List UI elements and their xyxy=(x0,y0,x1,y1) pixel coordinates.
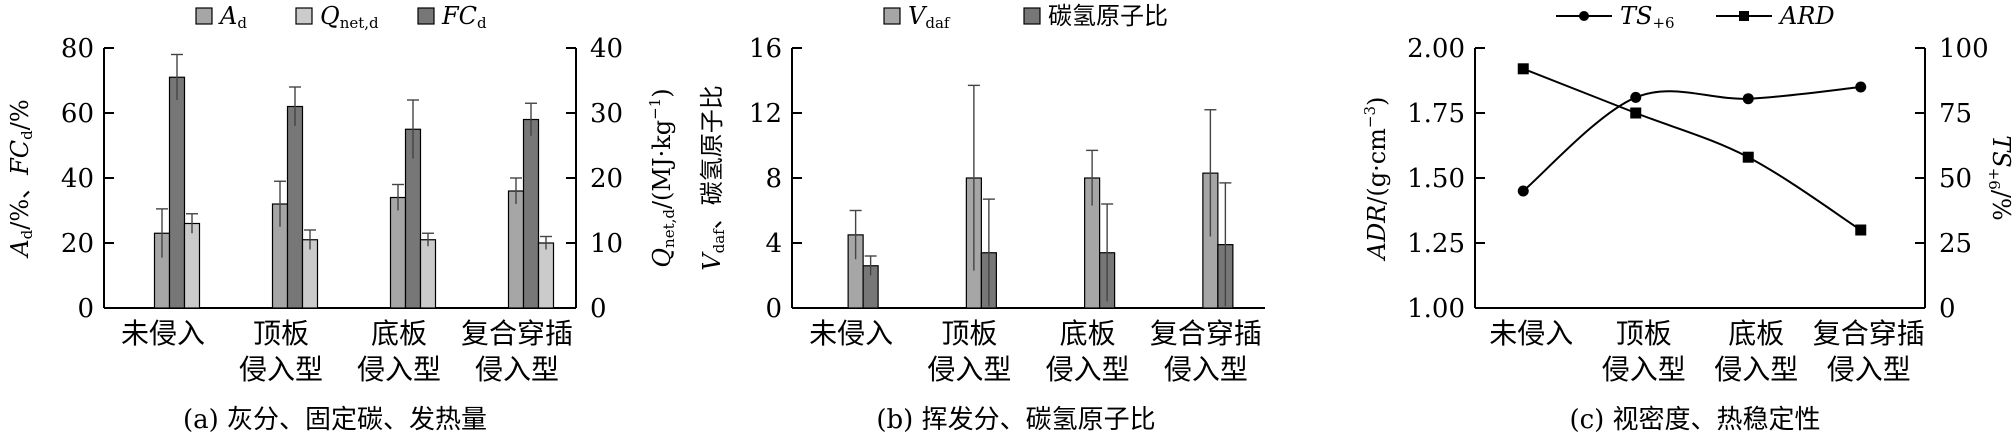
caption-a: (a) 灰分、固定碳、发热量 xyxy=(183,405,487,435)
a-left-tick-label-4: 80 xyxy=(61,34,94,64)
a-right-tick-label-4: 40 xyxy=(590,34,623,64)
a-category-label: 未侵入 xyxy=(121,317,205,350)
c-ard-point xyxy=(1517,63,1529,75)
panel-a: Ad Qnet,d FCd 0 20 40 60 80 0 10 20 30 40 未侵入 顶板侵… xyxy=(6,2,678,435)
caption-b: (b) 挥发分、碳氢原子比 xyxy=(876,405,1155,435)
b-left-tick-label-3: 12 xyxy=(749,99,782,129)
c-right-tick-label-4: 100 xyxy=(1939,34,1989,64)
c-right-tick-label-1: 25 xyxy=(1939,229,1972,259)
c-category-label: 顶板侵入型 xyxy=(1602,317,1686,386)
a-right-tick-label-2: 20 xyxy=(590,164,623,194)
ylabel-left-c: ADR/(g·cm−3) xyxy=(1361,97,1391,262)
c-ts-point xyxy=(1517,185,1529,197)
a-left-tick-label-1: 20 xyxy=(61,229,94,259)
c-left-tick-label-4: 2.00 xyxy=(1407,34,1465,64)
ylabel-left-a: Ad/%、FCd/% xyxy=(6,99,36,258)
c-ard-series-line xyxy=(1522,67,1862,231)
a-right-tick-label-1: 10 xyxy=(590,229,623,259)
panel-c: TS+6 ARD 1.00 1.25 1.50 1.75 2.00 0 25 50 75 100… xyxy=(1361,2,2014,435)
ylabel-right-a: Qnet,d/(MJ·kg−1) xyxy=(646,88,678,267)
ylabel-right-c: TS+6/% xyxy=(1985,135,2014,220)
c-left-tick-label-3: 1.75 xyxy=(1407,99,1465,129)
a-qnet-bar xyxy=(419,239,437,309)
a-ad-bar xyxy=(507,190,525,309)
a-category-label: 复合穿插侵入型 xyxy=(461,317,573,386)
c-ard-point xyxy=(1742,151,1754,163)
c-category-label: 复合穿插侵入型 xyxy=(1813,317,1925,386)
c-ts-point xyxy=(1630,91,1642,103)
a-category-label: 顶板侵入型 xyxy=(239,317,323,386)
a-left-tick-label-3: 60 xyxy=(61,99,94,129)
legend-marker-ts xyxy=(1579,11,1589,21)
c-ard-point xyxy=(1855,224,1867,236)
lines-c xyxy=(1517,63,1867,236)
c-ard-point xyxy=(1630,107,1642,119)
legend-label-ts: TS+6 xyxy=(1620,2,1675,32)
bars-a xyxy=(153,53,555,309)
a-fcd-bar xyxy=(522,118,540,309)
a-right-tick-label-0: 0 xyxy=(590,294,607,324)
b-category-label: 复合穿插侵入型 xyxy=(1150,317,1262,386)
legend-a: Ad Qnet,d FCd xyxy=(195,2,487,32)
legend-swatch-qnet xyxy=(295,7,313,25)
ylabel-b: Vdaf、碳氢原子比 xyxy=(698,85,728,270)
legend-c: TS+6 ARD xyxy=(1556,2,1835,32)
a-category-label: 底板侵入型 xyxy=(357,317,441,386)
c-ts-point xyxy=(1855,81,1867,93)
legend-label-ad: Ad xyxy=(218,2,247,32)
a-left-tick-label-0: 0 xyxy=(77,294,94,324)
legend-label-ard: ARD xyxy=(1778,2,1835,30)
b-category-label: 顶板侵入型 xyxy=(927,317,1011,386)
b-left-tick-label-0: 0 xyxy=(765,294,782,324)
a-qnet-bar xyxy=(537,242,555,309)
c-category-label: 未侵入 xyxy=(1489,317,1573,350)
left-ticks-b: 0 4 8 12 16 xyxy=(749,34,802,324)
c-ts-series-line xyxy=(1522,86,1861,192)
legend-swatch-ad xyxy=(195,7,213,25)
b-left-tick-label-1: 4 xyxy=(765,229,782,259)
bars-b xyxy=(847,84,1234,309)
left-ticks-c: 1.00 1.25 1.50 1.75 2.00 xyxy=(1407,34,1485,324)
a-ad-bar xyxy=(389,196,407,309)
c-left-tick-label-2: 1.50 xyxy=(1407,164,1465,194)
b-left-tick-label-4: 16 xyxy=(749,34,782,64)
caption-c: (c) 视密度、热稳定性 xyxy=(1569,405,1820,435)
c-left-tick-label-0: 1.00 xyxy=(1407,294,1465,324)
c-right-tick-label-0: 0 xyxy=(1939,294,1956,324)
b-left-tick-label-2: 8 xyxy=(765,164,782,194)
b-category-label: 底板侵入型 xyxy=(1046,317,1130,386)
a-left-tick-label-2: 40 xyxy=(61,164,94,194)
a-fcd-bar xyxy=(168,76,186,309)
c-category-label: 底板侵入型 xyxy=(1714,317,1798,386)
right-ticks-a: 0 10 20 30 40 xyxy=(566,34,623,324)
a-right-tick-label-3: 30 xyxy=(590,99,623,129)
b-category-label: 未侵入 xyxy=(809,317,893,350)
c-right-tick-label-3: 75 xyxy=(1939,99,1972,129)
legend-swatch-fcd xyxy=(417,7,435,25)
legend-label-qnet: Qnet,d xyxy=(320,2,379,32)
legend-marker-ard xyxy=(1739,11,1749,21)
c-left-tick-label-1: 1.25 xyxy=(1407,229,1465,259)
legend-swatch-ch xyxy=(1023,7,1041,25)
c-right-tick-label-2: 50 xyxy=(1939,164,1972,194)
legend-label-fcd: FCd xyxy=(441,2,487,32)
a-qnet-bar xyxy=(301,239,319,309)
legend-swatch-vdaf xyxy=(883,7,901,25)
legend-b: Vdaf 碳氢原子比 xyxy=(883,2,1168,32)
legend-label-vdaf: Vdaf xyxy=(908,2,951,32)
a-qnet-bar xyxy=(183,222,201,309)
right-ticks-c: 0 25 50 75 100 xyxy=(1915,34,1989,324)
a-fcd-bar xyxy=(286,105,304,309)
legend-label-ch: 碳氢原子比 xyxy=(1048,2,1168,30)
left-ticks-a: 0 20 40 60 80 xyxy=(61,34,114,324)
c-ts-point xyxy=(1742,93,1754,105)
